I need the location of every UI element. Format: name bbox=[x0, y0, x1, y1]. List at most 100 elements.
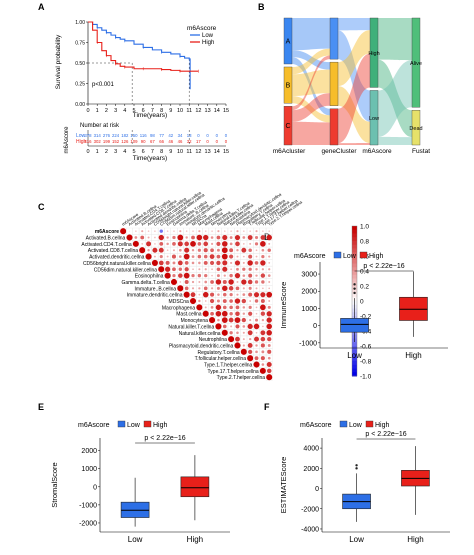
corr-dot bbox=[216, 235, 221, 240]
corr-dot bbox=[229, 273, 233, 278]
corr-dot bbox=[183, 291, 190, 298]
km-x-tick-label: 5 bbox=[132, 108, 135, 114]
corr-dot bbox=[141, 230, 144, 233]
risk-low-count: 98 bbox=[150, 133, 155, 138]
km-legend-title: m6Ascore bbox=[187, 25, 217, 32]
corr-dot bbox=[268, 268, 271, 271]
corr-dot bbox=[222, 266, 228, 272]
sankey-flow bbox=[292, 50, 330, 70]
corr-dot bbox=[266, 317, 272, 323]
colorbar-segment bbox=[352, 357, 357, 362]
corr-dot bbox=[255, 306, 258, 309]
corr-dot bbox=[177, 241, 183, 247]
risk-x-tick-label: 1 bbox=[96, 149, 99, 155]
corr-dot bbox=[266, 323, 272, 330]
sankey-flow bbox=[292, 55, 330, 111]
corr-dot bbox=[197, 273, 202, 278]
corr-dot bbox=[229, 248, 234, 253]
corr-dot bbox=[243, 230, 245, 232]
colorbar-segment bbox=[352, 271, 357, 276]
correlation-plot: m6Ascorem6AscoreActivated.B.cellnaActiva… bbox=[81, 190, 371, 381]
corr-dot bbox=[234, 298, 241, 304]
corr-dot bbox=[198, 293, 201, 296]
corr-dot bbox=[235, 336, 240, 342]
corr-dot bbox=[198, 287, 201, 290]
corr-row-label: CD56dim.natural.killer.cellna bbox=[94, 267, 158, 273]
corr-dot bbox=[166, 249, 169, 252]
corr-dot bbox=[266, 330, 272, 336]
corr-dot bbox=[152, 247, 158, 253]
corr-dot bbox=[253, 323, 260, 330]
corr-dot bbox=[178, 248, 182, 252]
km-x-tick-label: 4 bbox=[123, 108, 126, 114]
risk-table-title: Number at risk bbox=[80, 123, 120, 129]
colorbar-segment bbox=[352, 364, 357, 369]
risk-row-label-high: High bbox=[76, 139, 87, 145]
corr-dot bbox=[147, 249, 150, 252]
box-legend-key-low bbox=[333, 251, 342, 259]
sankey-node bbox=[283, 66, 293, 104]
corr-dot bbox=[260, 292, 266, 298]
corr-dot bbox=[192, 230, 194, 232]
colorbar-segment bbox=[352, 372, 357, 377]
corr-dot bbox=[178, 255, 182, 258]
risk-high-count: 152 bbox=[112, 139, 120, 144]
corr-dot bbox=[267, 344, 271, 347]
risk-row-label-low: Low bbox=[76, 133, 86, 139]
corr-dot bbox=[242, 236, 246, 239]
corr-dot bbox=[242, 306, 246, 309]
corr-dot bbox=[261, 248, 265, 252]
risk-high-count: 17 bbox=[196, 139, 201, 144]
box-legend-low: Low bbox=[127, 422, 141, 429]
corr-dot bbox=[255, 312, 258, 315]
corr-dot bbox=[215, 279, 222, 285]
corr-dot bbox=[178, 267, 183, 271]
sankey-node-label: Dead bbox=[409, 126, 422, 132]
corr-dot bbox=[183, 272, 190, 279]
sankey-node-label: B bbox=[286, 83, 291, 90]
corr-dot bbox=[209, 254, 215, 259]
corr-dot bbox=[266, 362, 272, 368]
corr-dot bbox=[262, 287, 264, 290]
sankey-flow bbox=[292, 48, 330, 75]
corr-row-label: Macrophagena bbox=[162, 305, 196, 311]
corr-dot bbox=[230, 268, 233, 271]
corr-dot bbox=[222, 234, 228, 241]
corr-dot bbox=[268, 230, 270, 232]
corr-dot bbox=[260, 299, 265, 303]
risk-low-count: 0 bbox=[197, 133, 200, 138]
corr-dot bbox=[266, 291, 273, 298]
corr-dot bbox=[260, 356, 265, 361]
corr-dot bbox=[179, 281, 182, 283]
corr-dot bbox=[135, 230, 137, 232]
colorbar-segment bbox=[352, 267, 357, 272]
box-legend-high: High bbox=[369, 253, 384, 260]
sankey-flow bbox=[338, 30, 370, 87]
corr-row-label: MDSCna bbox=[169, 299, 190, 305]
corr-row-label: Activated.CD8.T.cellna bbox=[88, 248, 139, 254]
corr-dot bbox=[151, 259, 158, 266]
corr-row-label: Neutrophilna bbox=[199, 337, 228, 343]
risk-high-count: 32 bbox=[187, 139, 192, 144]
corr-dot bbox=[216, 299, 220, 303]
corr-dot bbox=[240, 348, 247, 355]
corr-dot bbox=[229, 242, 233, 246]
km-curve-high bbox=[88, 21, 199, 72]
corr-dot bbox=[267, 349, 272, 354]
corr-dot bbox=[215, 310, 222, 317]
corr-row-label: Gamma.delta.T.cellna bbox=[121, 280, 170, 286]
corr-dot bbox=[191, 280, 195, 284]
corr-dot bbox=[254, 235, 259, 240]
sankey-flow bbox=[378, 136, 412, 145]
corr-dot bbox=[153, 255, 156, 258]
sankey-node bbox=[411, 17, 421, 108]
corr-dot bbox=[268, 242, 271, 245]
corr-dot bbox=[210, 287, 214, 290]
box-x-category: Low bbox=[347, 351, 362, 360]
sankey-flow bbox=[338, 53, 370, 144]
km-x-tick-label: 11 bbox=[186, 108, 192, 114]
panel-a: m6Ascore Low High p<0.001 Time(years) Su… bbox=[55, 25, 217, 162]
risk-x-tick-label: 15 bbox=[223, 149, 229, 155]
sankey-axis-genecluster: geneCluster bbox=[321, 148, 357, 155]
sankey-node-label: C bbox=[285, 123, 290, 130]
